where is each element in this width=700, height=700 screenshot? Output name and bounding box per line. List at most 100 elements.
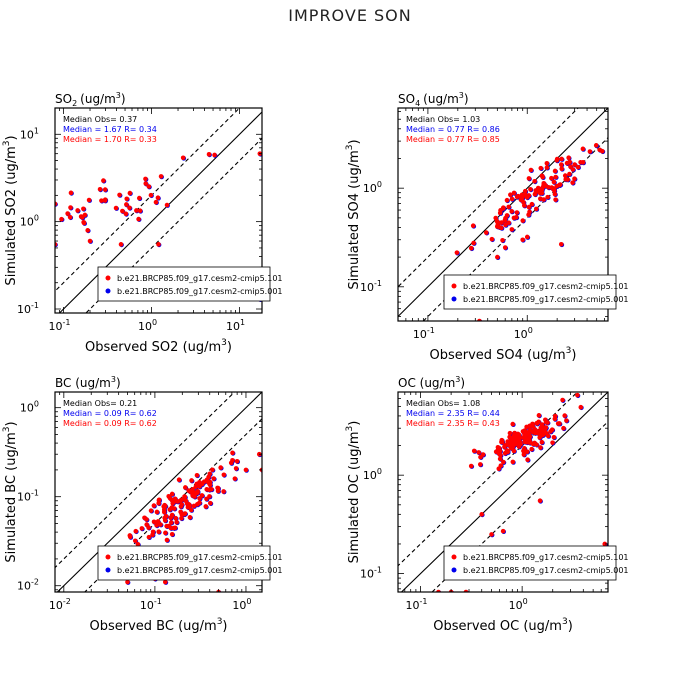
data-point-101 (476, 450, 482, 455)
legend-label: b.e21.BRCP85.f09_g17.cesm2-cmip5.001 (117, 566, 283, 575)
data-point-101 (520, 237, 525, 243)
data-point-101 (135, 542, 141, 547)
data-point-101 (537, 431, 542, 436)
data-point-101 (454, 250, 460, 255)
x-tick-label: 100 (514, 326, 533, 341)
data-point-101 (552, 191, 558, 197)
data-point-101 (543, 183, 548, 189)
data-point-101 (506, 220, 511, 226)
data-point-101 (156, 500, 161, 506)
data-point-101 (233, 466, 239, 471)
data-point-101 (169, 491, 175, 497)
data-point-101 (168, 520, 174, 525)
data-point-101 (215, 485, 220, 491)
data-point-101 (203, 504, 209, 509)
stat-line: Median = 0.09 R= 0.62 (63, 409, 157, 418)
legend-box (97, 545, 271, 581)
data-point-101 (136, 216, 141, 222)
data-point-101 (191, 503, 197, 509)
data-point-101 (187, 515, 193, 520)
y-axis-label: Simulated SO2 (ug/m3) (2, 135, 19, 285)
data-point-101 (221, 472, 227, 478)
page-title: IMPROVE SON (288, 6, 412, 25)
data-point-101 (164, 537, 170, 543)
data-point-101 (169, 531, 175, 537)
data-point-101 (174, 519, 180, 525)
data-point-101 (551, 188, 557, 193)
data-point-101 (526, 176, 532, 181)
data-point-101 (529, 201, 535, 207)
data-point-101 (85, 228, 90, 233)
data-point-101 (552, 413, 558, 419)
x-tick-label: 10-1 (406, 597, 428, 612)
plot-frame (397, 107, 609, 322)
data-point-101 (148, 192, 154, 198)
stat-line: Median = 1.70 R= 0.33 (63, 135, 157, 144)
data-point-101 (124, 202, 129, 207)
data-point-101 (155, 519, 161, 524)
legend-marker (451, 283, 457, 289)
data-point-101 (75, 208, 80, 213)
legend-label: b.e21.BRCP85.f09_g17.cesm2-cmip5.001 (463, 295, 629, 304)
data-point-101 (511, 190, 517, 196)
data-point-101 (470, 223, 476, 229)
data-point-101 (528, 167, 534, 173)
data-point-101 (578, 159, 583, 165)
legend-box (443, 274, 617, 310)
data-point-101 (207, 482, 213, 488)
data-point-101 (230, 457, 235, 463)
data-point-101 (468, 463, 474, 469)
plot-frame (54, 107, 263, 314)
legend: b.e21.BRCP85.f09_g17.cesm2-cmip5.101 b.e2… (443, 545, 629, 581)
data-point-101 (499, 437, 505, 443)
data-point-101 (230, 450, 235, 456)
data-point-101 (510, 421, 516, 427)
data-point-101 (206, 152, 212, 157)
data-point-101 (566, 155, 571, 161)
data-point-101 (541, 431, 546, 437)
legend-label: b.e21.BRCP85.f09_g17.cesm2-cmip5.001 (463, 566, 629, 575)
panel-title: BC (ug/m3) (55, 375, 121, 390)
data-point-101 (190, 491, 195, 497)
one-to-one-line (56, 392, 262, 592)
legend-marker (105, 288, 111, 294)
data-point-101 (508, 439, 513, 444)
data-point-101 (206, 487, 212, 492)
data-point-101 (520, 435, 526, 440)
legend-marker (451, 567, 457, 573)
data-point-101 (212, 152, 217, 158)
data-point-101 (570, 180, 575, 185)
data-point-101 (525, 457, 530, 463)
data-point-101 (127, 533, 133, 538)
data-point-101 (162, 579, 168, 585)
data-point-101 (87, 238, 93, 244)
data-point-101 (489, 236, 495, 242)
data-point-101 (163, 503, 168, 509)
data-point-101 (528, 187, 533, 192)
data-point-101 (178, 504, 184, 509)
data-point-101 (526, 204, 532, 210)
legend-marker (451, 296, 457, 302)
data-point-101 (495, 222, 500, 228)
stat-line: Median = 0.09 R= 0.62 (63, 419, 157, 428)
data-point-101 (199, 493, 205, 498)
x-tick-label: 100 (138, 318, 157, 333)
data-point-101 (146, 184, 152, 189)
data-point-101 (558, 162, 564, 167)
data-point-101 (156, 529, 162, 535)
data-point-101 (597, 147, 602, 153)
data-point-001 (106, 313, 111, 318)
data-point-101 (158, 522, 163, 527)
stat-line: Median = 1.67 R= 0.34 (63, 125, 157, 134)
data-point-101 (86, 197, 92, 203)
data-point-101 (559, 156, 564, 162)
data-point-101 (500, 528, 506, 534)
legend-label: b.e21.BRCP85.f09_g17.cesm2-cmip5.101 (117, 553, 283, 562)
legend-marker (105, 275, 111, 281)
data-point-101 (173, 498, 178, 504)
y-tick-label: 10-1 (360, 566, 382, 581)
data-point-101 (143, 176, 148, 182)
x-axis-label: Observed BC (ug/m3) (90, 617, 228, 634)
plot-frame (54, 391, 263, 593)
data-point-101 (553, 197, 558, 202)
